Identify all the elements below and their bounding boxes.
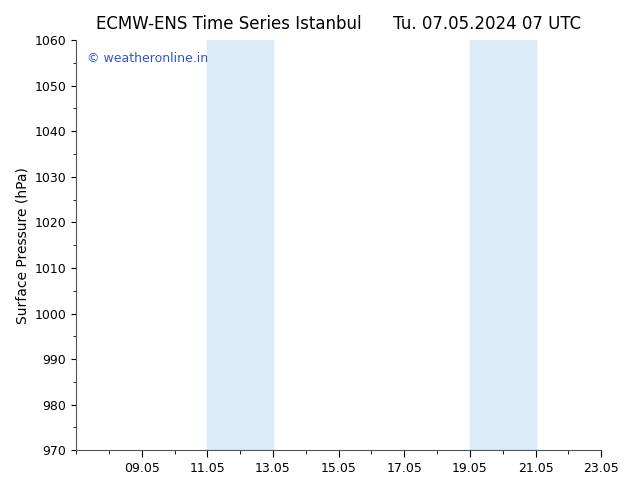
Title: ECMW-ENS Time Series Istanbul      Tu. 07.05.2024 07 UTC: ECMW-ENS Time Series Istanbul Tu. 07.05.… [96,15,581,33]
Bar [470,40,536,450]
Y-axis label: Surface Pressure (hPa): Surface Pressure (hPa) [15,167,29,323]
Bar [207,40,273,450]
Text: © weatheronline.in: © weatheronline.in [87,52,208,65]
